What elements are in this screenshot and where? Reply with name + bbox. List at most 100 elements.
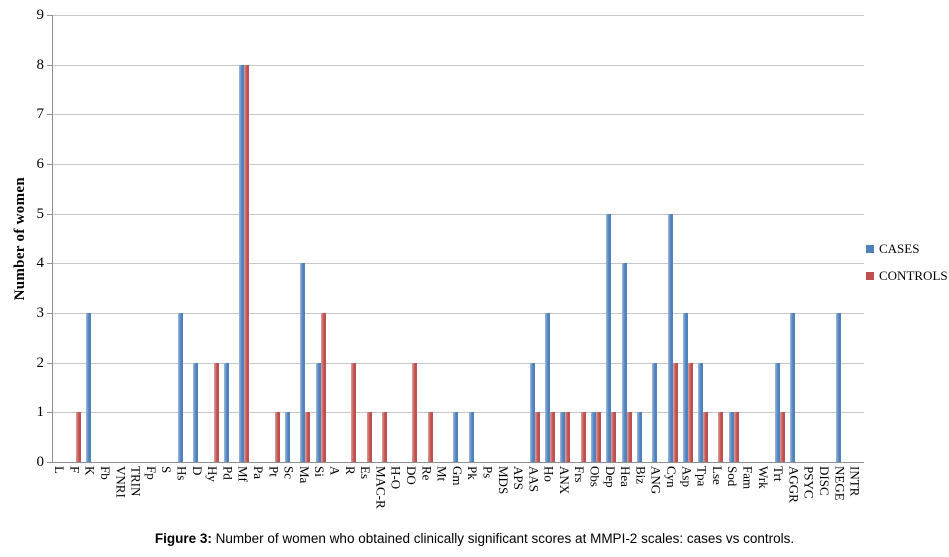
category-group <box>527 15 542 462</box>
category-group <box>114 15 129 462</box>
x-tick-cell: Cyn <box>664 466 679 509</box>
bar-controls <box>733 412 739 462</box>
x-tick-cell: F <box>67 466 82 509</box>
bar-cases <box>193 362 199 462</box>
bar-cases <box>300 263 306 462</box>
bar-controls <box>75 412 81 462</box>
bar-cases <box>285 412 291 462</box>
category-group <box>191 15 206 462</box>
y-axis-title-box: Number of women <box>12 108 29 370</box>
category-group <box>695 15 710 462</box>
x-tick-label: Fam <box>740 466 756 490</box>
y-axis-title: Number of women <box>12 177 28 301</box>
x-tick-cell: Ps <box>480 466 495 509</box>
x-tick-cell: S <box>159 466 174 509</box>
category-group <box>803 15 818 462</box>
bar-controls <box>381 412 387 462</box>
bar-controls <box>534 412 540 462</box>
category-group <box>497 15 512 462</box>
x-tick-cell: D <box>190 466 205 509</box>
x-tick-label: Gm <box>449 466 465 486</box>
category-group <box>435 15 450 462</box>
bar-controls <box>687 362 693 462</box>
x-tick-cell: Fb <box>98 466 113 509</box>
gridline <box>53 412 864 414</box>
category-group <box>650 15 665 462</box>
bar-controls <box>626 412 632 462</box>
x-tick-label: VNRI <box>113 466 129 498</box>
bar-controls <box>565 412 571 462</box>
y-tick-mark <box>47 462 52 463</box>
category-group <box>344 15 359 462</box>
x-axis-labels: L F K Fb VNRI TRIN Fp S Hs D Hy Pd Mf Pa Pt Sc Ma Si A R Es M… <box>52 466 863 509</box>
x-tick-label: Hy <box>205 466 221 482</box>
bar-cases <box>652 362 658 462</box>
x-tick-label: S <box>159 466 175 474</box>
x-tick-label: Obs <box>587 466 603 487</box>
y-tick-label: 5 <box>36 205 45 222</box>
x-tick-cell: Dep <box>603 466 618 509</box>
y-tick-label: 2 <box>36 354 45 371</box>
category-group <box>787 15 802 462</box>
x-tick-label: Pd <box>220 466 236 480</box>
category-group <box>604 15 619 462</box>
x-tick-label: AGGR <box>786 466 802 503</box>
x-tick-label: A <box>327 466 343 476</box>
x-tick-cell: Pd <box>220 466 235 509</box>
cases-swatch-icon <box>866 245 874 253</box>
x-tick-label: Es <box>358 466 374 479</box>
x-tick-label: NEGE <box>832 466 848 501</box>
x-tick-cell: DO <box>404 466 419 509</box>
x-tick-cell: Fp <box>144 466 159 509</box>
category-group <box>359 15 374 462</box>
category-group <box>175 15 190 462</box>
category-group <box>711 15 726 462</box>
x-tick-cell: TRIN <box>128 466 144 509</box>
x-tick-label: Sc <box>281 466 297 479</box>
bar-cases <box>86 313 92 462</box>
x-tick-label: Sod <box>725 466 741 487</box>
bar-cases <box>667 213 673 462</box>
category-group <box>206 15 221 462</box>
x-tick-cell: Obs <box>587 466 603 509</box>
x-tick-label: R <box>342 466 358 475</box>
x-tick-label: Re <box>419 466 435 481</box>
category-group <box>298 15 313 462</box>
category-group <box>237 15 252 462</box>
y-tick-mark <box>47 263 52 265</box>
y-tick-label: 4 <box>36 255 45 272</box>
y-tick-label: 0 <box>36 454 45 470</box>
x-tick-cell: Hea <box>618 466 633 509</box>
y-tick-label: 9 <box>36 7 45 23</box>
category-group <box>680 15 695 462</box>
x-tick-cell: Ho <box>542 466 557 509</box>
x-tick-cell: Pt <box>266 466 281 509</box>
x-tick-label: Frs <box>572 466 588 483</box>
x-tick-cell: Tpa <box>694 466 710 509</box>
category-group <box>84 15 99 462</box>
category-group <box>390 15 405 462</box>
x-tick-label: TRIN <box>128 466 144 497</box>
x-tick-cell: Asp <box>679 466 694 509</box>
bar-controls <box>718 412 724 462</box>
x-tick-label: L <box>52 466 68 474</box>
x-tick-label: F <box>67 466 83 474</box>
y-tick-mark <box>47 412 52 414</box>
x-tick-label: Tpa <box>694 466 710 487</box>
x-tick-label: Lse <box>709 466 725 485</box>
x-tick-cell: Trt <box>771 466 786 509</box>
x-tick-cell: Si <box>312 466 327 509</box>
x-tick-label: MAC-R <box>373 466 389 509</box>
x-tick-cell: R <box>343 466 358 509</box>
x-tick-label: PSYC <box>801 466 817 499</box>
legend: CASES CONTROLS <box>866 241 948 284</box>
x-tick-cell: Pa <box>251 466 266 509</box>
x-tick-cell: APS <box>511 466 526 509</box>
bar-controls <box>274 412 280 462</box>
y-tick-label: 8 <box>36 56 45 73</box>
x-tick-cell: Mf <box>236 466 251 509</box>
category-group <box>68 15 83 462</box>
bar-controls <box>580 412 586 462</box>
category-group <box>757 15 772 462</box>
category-group <box>726 15 741 462</box>
